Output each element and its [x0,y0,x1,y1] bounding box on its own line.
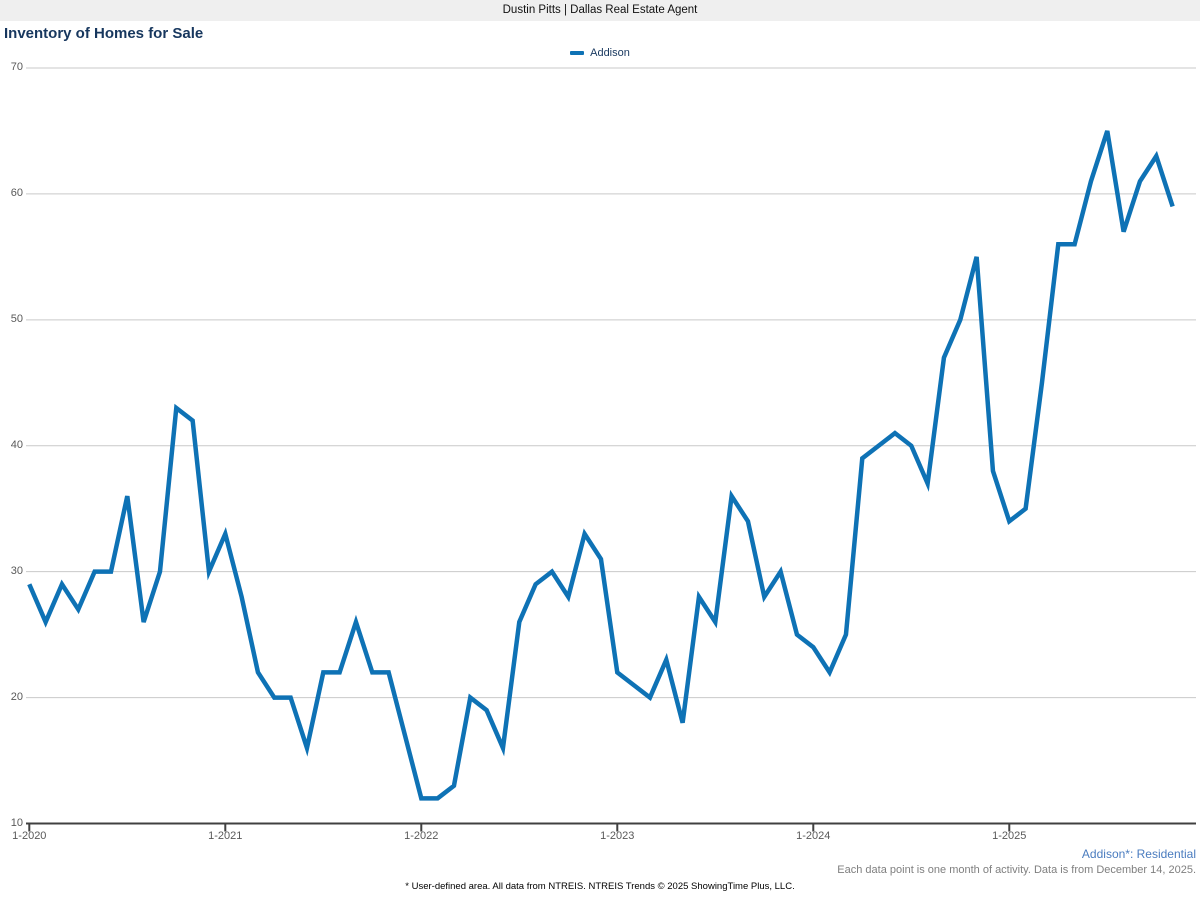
y-axis-label-40: 40 [10,438,23,451]
x-axis-label-1-2022: 1-2022 [404,830,439,842]
y-axis-label-50: 50 [10,312,23,325]
header-band: Dustin Pitts | Dallas Real Estate Agent [0,0,1200,21]
line-swatch-icon [570,51,585,55]
legend: Addison [0,47,1200,59]
y-axis-label-20: 20 [10,690,23,703]
y-axis-label-70: 70 [10,60,23,73]
x-axis-label-1-2021: 1-2021 [208,830,243,842]
x-axis-label-1-2020: 1-2020 [12,830,47,842]
series-note: Addison*: Residential [1081,847,1196,861]
x-axis-label-1-2024: 1-2024 [796,830,831,842]
y-axis-label-10: 10 [10,816,23,829]
legend-label: Addison [590,47,630,59]
y-axis-label-60: 60 [10,186,23,199]
x-axis-label-1-2023: 1-2023 [600,830,635,842]
header-title: Dustin Pitts | Dallas Real Estate Agent [502,4,698,16]
page-title: Inventory of Homes for Sale [4,25,204,42]
y-axis-label-30: 30 [10,564,23,577]
series-line-addison [27,130,1175,801]
disclaimer: * User-defined area. All data from NTREI… [405,881,795,892]
x-axis-label-1-2025: 1-2025 [992,830,1027,842]
data-note: Each data point is one month of activity… [837,864,1196,876]
